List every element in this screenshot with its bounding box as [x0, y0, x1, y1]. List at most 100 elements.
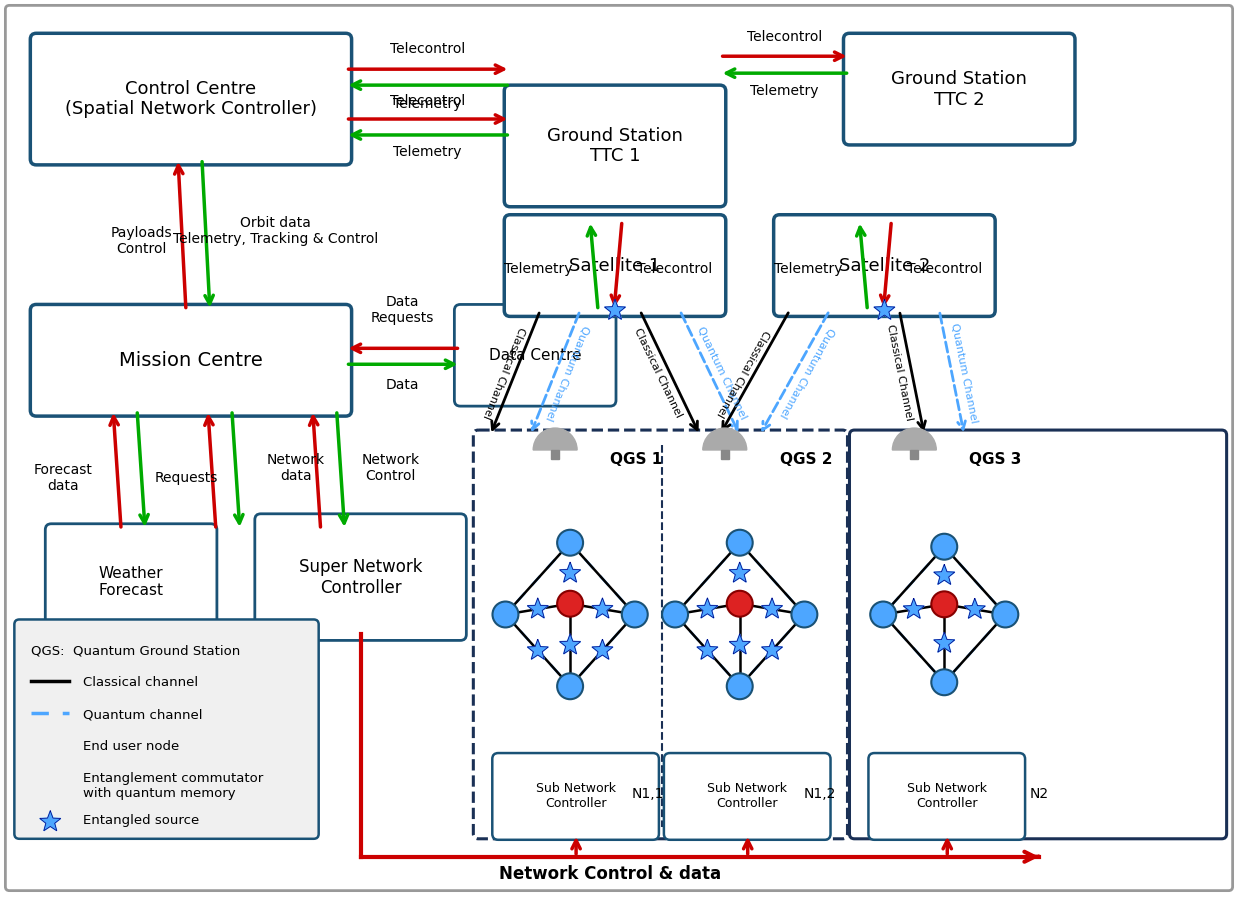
FancyBboxPatch shape: [910, 450, 919, 459]
Text: Entanglement commutator
with quantum memory: Entanglement commutator with quantum mem…: [83, 772, 264, 800]
Text: Orbit data
Telemetry, Tracking & Control: Orbit data Telemetry, Tracking & Control: [173, 216, 379, 246]
Text: Telecontrol: Telecontrol: [390, 42, 465, 57]
Polygon shape: [933, 632, 954, 652]
FancyBboxPatch shape: [15, 620, 318, 839]
Polygon shape: [933, 565, 954, 585]
Polygon shape: [729, 634, 750, 654]
Circle shape: [662, 602, 688, 628]
Text: Telemetry: Telemetry: [504, 261, 572, 276]
Text: QGS 2: QGS 2: [780, 453, 832, 468]
Polygon shape: [592, 598, 613, 618]
Polygon shape: [761, 598, 782, 618]
Text: Sub Network
Controller: Sub Network Controller: [906, 782, 987, 810]
Text: Sub Network
Controller: Sub Network Controller: [707, 782, 787, 810]
Wedge shape: [703, 428, 747, 450]
FancyBboxPatch shape: [664, 753, 831, 840]
Circle shape: [557, 530, 583, 556]
Text: Telemetry: Telemetry: [394, 145, 462, 159]
FancyBboxPatch shape: [46, 524, 217, 640]
Text: Telecontrol: Telecontrol: [638, 261, 712, 276]
Text: Telemetry: Telemetry: [394, 97, 462, 111]
Circle shape: [557, 591, 583, 617]
FancyBboxPatch shape: [774, 215, 995, 316]
Polygon shape: [697, 598, 718, 618]
Text: Classical Channel: Classical Channel: [480, 325, 526, 420]
Circle shape: [993, 602, 1019, 628]
FancyBboxPatch shape: [721, 450, 729, 459]
Wedge shape: [893, 428, 936, 450]
Polygon shape: [560, 634, 581, 654]
Text: Data
Requests: Data Requests: [371, 295, 435, 325]
Text: N1,2: N1,2: [803, 787, 836, 801]
Text: Quantum Channel: Quantum Channel: [777, 326, 836, 419]
Text: Ground Station
TTC 1: Ground Station TTC 1: [547, 127, 683, 165]
Text: Telemetry: Telemetry: [750, 84, 818, 98]
Text: Weather
Forecast: Weather Forecast: [99, 566, 163, 598]
Circle shape: [931, 533, 957, 559]
Wedge shape: [534, 428, 577, 450]
Text: Network
Control: Network Control: [361, 453, 420, 483]
Circle shape: [41, 738, 61, 758]
Circle shape: [557, 674, 583, 700]
Text: QGS 1: QGS 1: [610, 453, 662, 468]
Text: Data Centre: Data Centre: [489, 348, 582, 363]
Text: Mission Centre: Mission Centre: [119, 351, 262, 370]
Circle shape: [41, 770, 61, 790]
FancyBboxPatch shape: [255, 514, 467, 640]
FancyBboxPatch shape: [504, 215, 725, 316]
FancyBboxPatch shape: [30, 304, 352, 416]
Polygon shape: [560, 562, 581, 582]
FancyBboxPatch shape: [551, 450, 560, 459]
Text: Payloads
Control: Payloads Control: [110, 225, 172, 256]
Text: Classical Channel: Classical Channel: [714, 328, 771, 418]
Polygon shape: [527, 598, 548, 618]
Polygon shape: [761, 639, 782, 659]
Circle shape: [727, 530, 753, 556]
FancyBboxPatch shape: [493, 753, 659, 840]
Text: Quantum Channel: Quantum Channel: [948, 321, 978, 424]
Text: Telecontrol: Telecontrol: [747, 31, 822, 44]
Text: Forecast
data: Forecast data: [33, 462, 93, 493]
Text: Entangled source: Entangled source: [83, 814, 199, 827]
Polygon shape: [697, 639, 718, 659]
Polygon shape: [729, 562, 750, 582]
Text: Super Network
Controller: Super Network Controller: [298, 558, 422, 596]
Circle shape: [621, 602, 647, 628]
Text: Data: Data: [386, 378, 420, 392]
Circle shape: [727, 674, 753, 700]
Text: Classical Channel: Classical Channel: [885, 323, 915, 422]
Text: Telecontrol: Telecontrol: [907, 261, 983, 276]
FancyBboxPatch shape: [5, 5, 1233, 891]
Text: Network
data: Network data: [266, 453, 324, 483]
Text: Satellite 1: Satellite 1: [569, 257, 661, 275]
Circle shape: [791, 602, 817, 628]
Text: Classical channel: Classical channel: [83, 676, 198, 690]
Text: Network Control & data: Network Control & data: [499, 865, 721, 883]
Circle shape: [931, 669, 957, 695]
FancyBboxPatch shape: [454, 304, 617, 406]
Text: Requests: Requests: [155, 471, 218, 485]
Polygon shape: [904, 598, 925, 619]
Text: N1,1: N1,1: [631, 787, 664, 801]
Text: QGS:  Quantum Ground Station: QGS: Quantum Ground Station: [31, 645, 240, 657]
Circle shape: [931, 592, 957, 617]
Circle shape: [493, 602, 519, 628]
Text: End user node: End user node: [83, 740, 180, 753]
FancyBboxPatch shape: [843, 33, 1075, 145]
FancyBboxPatch shape: [30, 33, 352, 165]
Text: Sub Network
Controller: Sub Network Controller: [536, 782, 615, 810]
Text: Quantum Channel: Quantum Channel: [696, 325, 748, 421]
Polygon shape: [604, 299, 625, 320]
Text: Quantum channel: Quantum channel: [83, 709, 203, 721]
Polygon shape: [527, 639, 548, 659]
Circle shape: [870, 602, 896, 628]
Text: QGS 3: QGS 3: [969, 453, 1021, 468]
Text: Quantum Channel: Quantum Channel: [543, 323, 591, 422]
Text: Classical Channel: Classical Channel: [633, 326, 683, 419]
Circle shape: [727, 591, 753, 617]
Polygon shape: [40, 811, 61, 831]
Polygon shape: [964, 598, 985, 619]
Text: N2: N2: [1030, 787, 1049, 801]
Text: Ground Station
TTC 2: Ground Station TTC 2: [891, 70, 1028, 109]
Text: Control Centre
(Spatial Network Controller): Control Centre (Spatial Network Controll…: [64, 80, 317, 119]
